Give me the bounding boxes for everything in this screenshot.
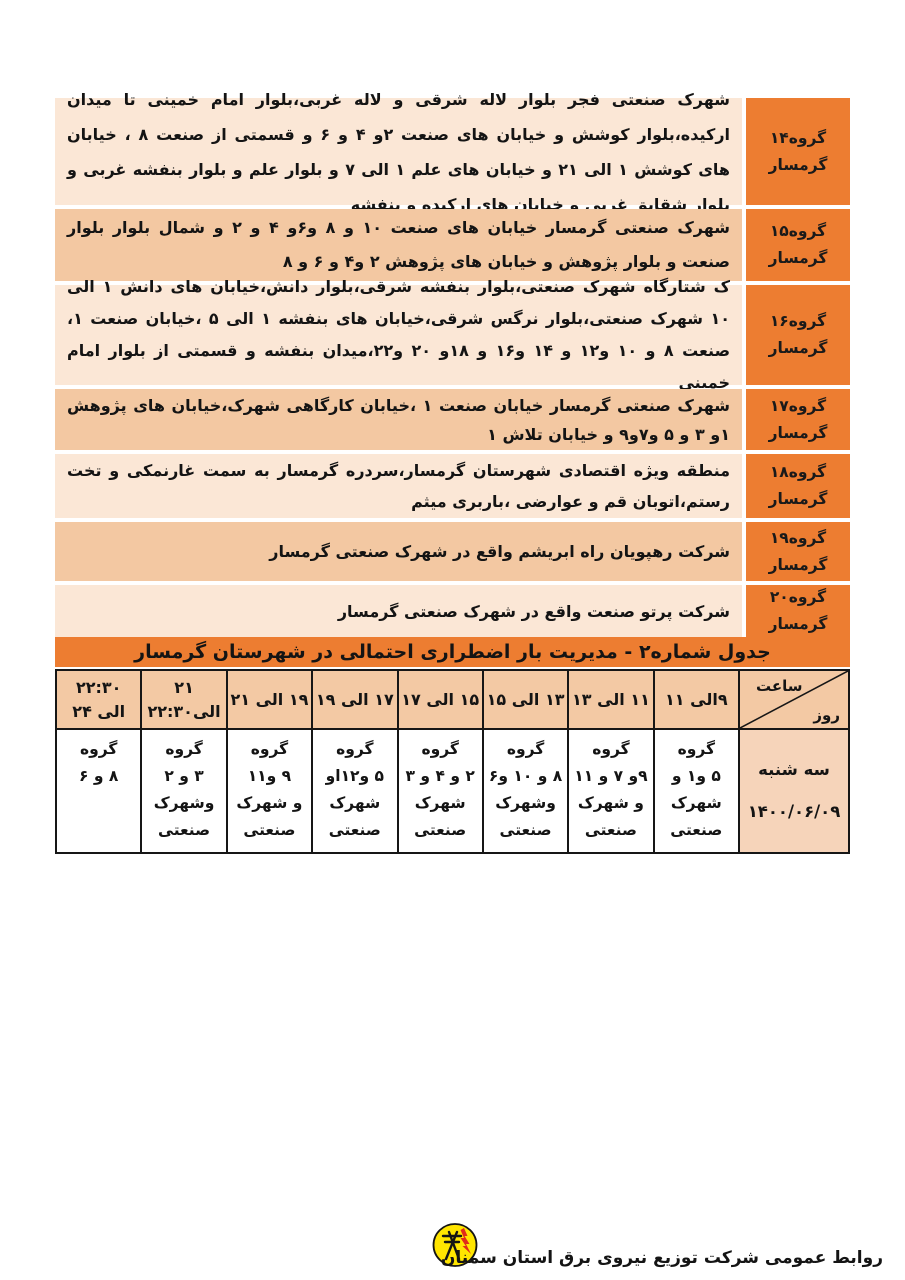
group-row-14: گروه۱۴ گرمسار شهرک صنعتی فجر بلوار لاله … bbox=[55, 90, 850, 214]
group-city: گرمسار bbox=[768, 615, 828, 633]
schedule-cell: گروه ۵ و۱۲او شهرک صنعتی bbox=[311, 728, 399, 854]
group-number: گروه۲۰ bbox=[769, 588, 827, 606]
time-slot-header: ۲۲:۳۰ الی ۲۴ bbox=[54, 669, 143, 730]
corner-hour-label: ساعت bbox=[756, 677, 803, 695]
group-row-17: گروه۱۷ گرمسار شهرک صنعتی گرمسار خیابان ص… bbox=[55, 389, 850, 450]
group-city: گرمسار bbox=[768, 339, 828, 357]
day-date: ۱۴۰۰/۰۶/۰۹ bbox=[747, 802, 841, 821]
group-city: گرمسار bbox=[768, 490, 828, 508]
transmission-tower-icon bbox=[441, 1230, 463, 1261]
schedule-cell: گروه ۸ و ۱۰ و۶ وشهرک صنعتی bbox=[481, 728, 570, 854]
schedule-header-row: ساعت روز ۹الی ۱۱ ۱۱ الی ۱۳ ۱۳ الی ۱۵ ۱۵ … bbox=[54, 669, 850, 730]
schedule-data-row: سه شنبه ۱۴۰۰/۰۶/۰۹ گروه ۵ و۱ و شهرک صنعتی گ… bbox=[54, 728, 850, 854]
schedule-title: جدول شماره۲ - مدیریت بار اضطراری احتمالی… bbox=[55, 637, 850, 667]
group-description: شهرک صنعتی گرمسار خیابان های صنعت ۱۰ و ۸… bbox=[67, 218, 731, 271]
group-number: گروه۱۷ bbox=[769, 396, 827, 415]
group-description: شهرک صنعتی فجر بلوار لاله شرقی و لاله غر… bbox=[67, 89, 731, 214]
time-slot-header: ۱۵ الی ۱۷ bbox=[396, 669, 484, 730]
schedule-cell: گروه ۳ و ۲ وشهرک صنعتی bbox=[140, 728, 228, 854]
day-name: سه شنبه bbox=[758, 760, 830, 779]
group-city: گرمسار bbox=[768, 249, 828, 267]
group-description: شرکت پرتو صنعت واقع در شهرک صنعتی گرمسار bbox=[337, 601, 730, 621]
footer-publisher-text: روابط عمومی شرکت توزیع نیروی برق استان س… bbox=[440, 1248, 883, 1268]
group-description: شرکت رهپویان راه ابریشم واقع در شهرک صنع… bbox=[269, 542, 730, 561]
diagonal-divider-icon bbox=[740, 671, 848, 728]
group-row-20: گروه۲۰ گرمسار شرکت پرتو صنعت واقع در شهر… bbox=[55, 585, 850, 637]
group-row-16: گروه۱۶ گرمسار ک شتارگاه شهرک صنعتی،بلوار… bbox=[55, 277, 850, 392]
schedule-cell: گروه ۲ و ۴ و ۳ شهرک صنعتی bbox=[396, 728, 484, 854]
group-number: گروه۱۸ bbox=[769, 463, 827, 481]
schedule-cell: گروه ۸ و ۶ bbox=[54, 728, 143, 854]
group-city: گرمسار bbox=[768, 555, 828, 574]
group-description: ک شتارگاه شهرک صنعتی،بلوار بنفشه شرقی،بل… bbox=[67, 277, 731, 392]
group-number: گروه۱۶ bbox=[769, 312, 827, 330]
group-row-18: گروه۱۸ گرمسار منطقه ویژه اقتصادی شهرستان… bbox=[55, 454, 850, 518]
schedule-table: ساعت روز ۹الی ۱۱ ۱۱ الی ۱۳ ۱۳ الی ۱۵ ۱۵ … bbox=[54, 669, 850, 854]
group-row-19: گروه۱۹ گرمسار شرکت رهپویان راه ابریشم وا… bbox=[55, 522, 850, 581]
day-date-cell: سه شنبه ۱۴۰۰/۰۶/۰۹ bbox=[738, 728, 850, 854]
time-slot-header: ۱۹ الی ۲۱ bbox=[225, 669, 314, 730]
group-description: منطقه ویژه اقتصادی شهرستان گرمسار،سردره … bbox=[67, 461, 730, 511]
group-label: گروه۱۹ گرمسار bbox=[746, 522, 850, 581]
time-slot-header: ۱۳ الی ۱۵ bbox=[481, 669, 570, 730]
group-row-15: گروه۱۵ گرمسار شهرک صنعتی گرمسار خیابان ه… bbox=[55, 209, 850, 281]
group-city: گرمسار bbox=[768, 423, 828, 442]
group-number: گروه۱۹ bbox=[769, 528, 827, 547]
time-slot-header: ۲۱ الی۲۲:۳۰ bbox=[140, 669, 228, 730]
group-label: گروه۱۵ گرمسار bbox=[746, 209, 850, 281]
group-label: گروه۲۰ گرمسار bbox=[746, 585, 850, 637]
schedule-cell: گروه ۹و ۷ و ۱۱ و شهرک صنعتی bbox=[567, 728, 655, 854]
schedule-cell: گروه ۵ و۱ و شهرک صنعتی bbox=[652, 728, 741, 854]
corner-day-label: روز bbox=[813, 706, 840, 724]
time-slot-header: ۱۱ الی ۱۳ bbox=[567, 669, 655, 730]
lightning-bolt-icon bbox=[460, 1228, 471, 1254]
time-slot-header: ۱۷ الی ۱۹ bbox=[311, 669, 399, 730]
corner-cell-hour-day: ساعت روز bbox=[738, 669, 850, 730]
schedule-cell: گروه ۹ و۱۱ و شهرک صنعتی bbox=[225, 728, 314, 854]
group-label: گروه۱۴ گرمسار bbox=[746, 98, 850, 205]
group-number: گروه۱۵ bbox=[769, 222, 827, 240]
group-label: گروه۱۸ گرمسار bbox=[746, 454, 850, 518]
groups-table: گروه۱۴ گرمسار شهرک صنعتی فجر بلوار لاله … bbox=[55, 90, 850, 641]
time-slot-header: ۹الی ۱۱ bbox=[652, 669, 741, 730]
group-label: گروه۱۶ گرمسار bbox=[746, 285, 850, 385]
group-label: گروه۱۷ گرمسار bbox=[746, 389, 850, 450]
group-city: گرمسار bbox=[768, 155, 828, 174]
power-company-logo-icon bbox=[432, 1223, 478, 1267]
group-description: شهرک صنعتی گرمسار خیابان صنعت ۱ ،خیابان … bbox=[67, 395, 731, 444]
group-number: گروه۱۴ bbox=[769, 128, 827, 147]
